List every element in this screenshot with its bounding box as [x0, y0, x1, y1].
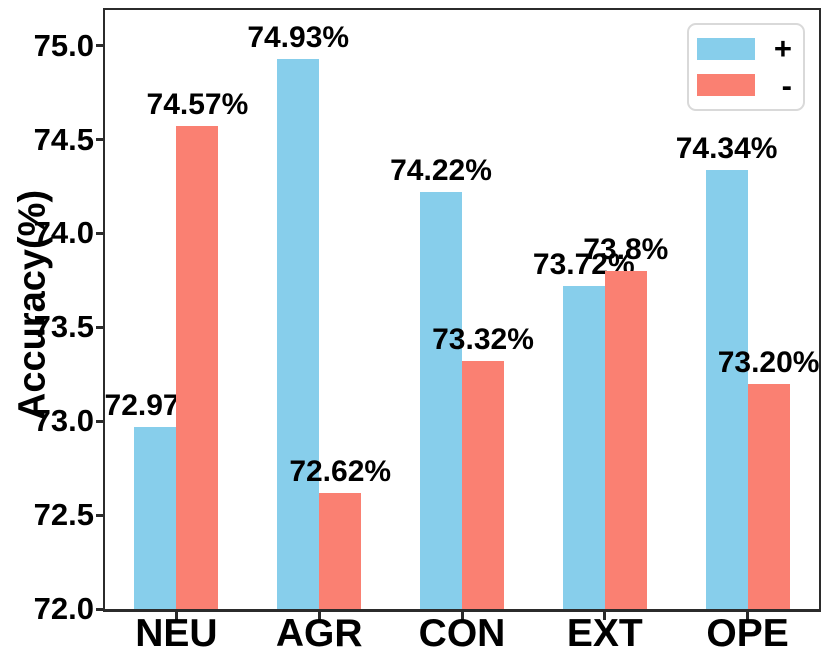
y-tick-72.0: [96, 607, 105, 611]
y-tick-73.0: [96, 419, 105, 423]
legend-label-plus: +: [773, 31, 792, 67]
bar-plus-NEU: [134, 426, 177, 609]
y-tick-73.5: [96, 325, 105, 329]
bar-minus-NEU: [176, 126, 219, 609]
bar-plus-OPE: [705, 169, 748, 609]
y-tick-label-73.5: 73.5: [33, 309, 94, 345]
x-tick-EXT: [603, 612, 607, 620]
value-label-minus-NEU: 74.57%: [146, 88, 249, 122]
value-label-plus-AGR: 74.93%: [247, 20, 350, 54]
bar-minus-EXT: [604, 271, 647, 609]
bar-plus-EXT: [562, 286, 605, 609]
x-tick-AGR: [317, 612, 321, 620]
x-tick-CON: [460, 612, 464, 620]
bar-minus-CON: [462, 361, 504, 609]
x-axis-label-AGR: AGR: [275, 612, 363, 654]
value-label-plus-OPE: 74.34%: [675, 131, 778, 165]
legend-swatch-plus: [697, 37, 755, 60]
value-label-minus-OPE: 73.20%: [717, 345, 820, 379]
y-tick-74.0: [96, 231, 105, 235]
y-tick-label-73.0: 73.0: [33, 403, 94, 439]
x-axis-label-OPE: OPE: [706, 612, 789, 654]
y-tick-label-75.0: 75.0: [33, 27, 94, 63]
bar-plus-AGR: [277, 58, 320, 609]
x-tick-NEU: [174, 612, 178, 620]
value-label-minus-AGR: 72.62%: [289, 454, 392, 488]
bar-plus-CON: [420, 192, 462, 609]
value-label-minus-EXT: 73.8%: [583, 233, 669, 267]
x-axis-label-NEU: NEU: [135, 612, 218, 654]
legend-swatch-minus: [697, 74, 755, 97]
bar-minus-OPE: [747, 383, 790, 609]
x-axis-label-CON: CON: [418, 612, 506, 654]
legend-row-plus: +: [689, 33, 803, 64]
y-tick-label-74.0: 74.0: [33, 215, 94, 251]
legend: + -: [687, 23, 805, 111]
value-label-plus-CON: 74.22%: [390, 154, 492, 188]
y-tick-label-72.5: 72.5: [33, 497, 94, 533]
x-tick-OPE: [746, 612, 750, 620]
y-tick-72.5: [96, 513, 105, 517]
bar-minus-AGR: [319, 492, 362, 609]
y-tick-74.5: [96, 138, 105, 142]
value-label-minus-CON: 73.32%: [432, 323, 534, 357]
x-axis-label-EXT: EXT: [566, 612, 643, 654]
legend-row-minus: -: [689, 70, 803, 101]
y-tick-label-74.5: 74.5: [33, 121, 94, 157]
y-tick-75.0: [96, 44, 105, 48]
y-tick-label-72.0: 72.0: [33, 591, 94, 626]
legend-label-minus: -: [781, 67, 792, 103]
